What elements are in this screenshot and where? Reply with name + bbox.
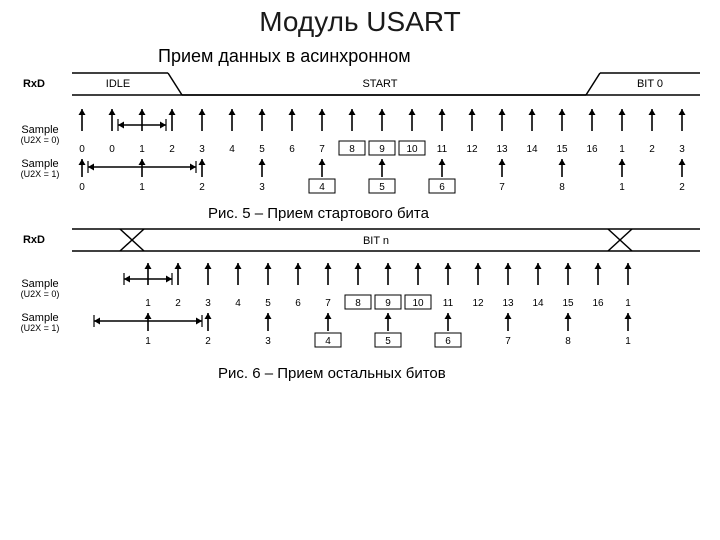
svg-text:3: 3 bbox=[199, 144, 205, 155]
svg-text:12: 12 bbox=[472, 298, 484, 309]
svg-text:1: 1 bbox=[139, 182, 145, 193]
svg-text:(U2X = 0): (U2X = 0) bbox=[21, 289, 60, 299]
svg-text:6: 6 bbox=[295, 298, 301, 309]
svg-text:6: 6 bbox=[445, 336, 451, 347]
svg-text:1: 1 bbox=[625, 336, 631, 347]
svg-text:6: 6 bbox=[289, 144, 295, 155]
svg-text:5: 5 bbox=[379, 182, 385, 193]
svg-text:2: 2 bbox=[169, 144, 175, 155]
figure-2: BIT nRxDSample(U2X = 0)Sample(U2X = 1)12… bbox=[0, 225, 720, 355]
svg-text:RxD: RxD bbox=[23, 234, 45, 246]
svg-text:1: 1 bbox=[145, 336, 151, 347]
svg-text:4: 4 bbox=[235, 298, 241, 309]
caption-2: Рис. 6 – Прием остальных битов bbox=[0, 355, 478, 383]
svg-text:13: 13 bbox=[496, 144, 508, 155]
svg-text:2: 2 bbox=[175, 298, 181, 309]
svg-text:8: 8 bbox=[559, 182, 565, 193]
svg-text:0: 0 bbox=[79, 182, 85, 193]
svg-text:15: 15 bbox=[562, 298, 574, 309]
svg-text:10: 10 bbox=[406, 144, 418, 155]
svg-text:14: 14 bbox=[526, 144, 538, 155]
svg-text:7: 7 bbox=[499, 182, 505, 193]
svg-text:BIT 0: BIT 0 bbox=[637, 78, 663, 90]
svg-text:2: 2 bbox=[199, 182, 205, 193]
svg-text:5: 5 bbox=[265, 298, 271, 309]
svg-text:2: 2 bbox=[649, 144, 655, 155]
svg-text:3: 3 bbox=[265, 336, 271, 347]
svg-text:(U2X = 1): (U2X = 1) bbox=[21, 323, 60, 333]
svg-text:7: 7 bbox=[505, 336, 511, 347]
svg-text:12: 12 bbox=[466, 144, 478, 155]
svg-text:9: 9 bbox=[379, 144, 385, 155]
svg-text:3: 3 bbox=[205, 298, 211, 309]
svg-text:11: 11 bbox=[437, 144, 448, 155]
svg-text:15: 15 bbox=[556, 144, 568, 155]
svg-text:1: 1 bbox=[619, 144, 625, 155]
svg-text:5: 5 bbox=[259, 144, 265, 155]
svg-text:2: 2 bbox=[205, 336, 211, 347]
svg-text:9: 9 bbox=[385, 298, 391, 309]
svg-text:8: 8 bbox=[355, 298, 361, 309]
page-subtitle: Прием данных в асинхронном bbox=[0, 38, 720, 71]
figure-1: IDLESTARTBIT 0RxDSample(U2X = 0)Sample(U… bbox=[0, 71, 720, 201]
svg-text:(U2X = 1): (U2X = 1) bbox=[21, 169, 60, 179]
svg-text:2: 2 bbox=[679, 182, 685, 193]
svg-text:(U2X = 0): (U2X = 0) bbox=[21, 135, 60, 145]
svg-text:6: 6 bbox=[439, 182, 445, 193]
svg-text:3: 3 bbox=[259, 182, 265, 193]
svg-text:BIT n: BIT n bbox=[363, 235, 389, 247]
svg-text:IDLE: IDLE bbox=[106, 78, 130, 90]
svg-text:0: 0 bbox=[109, 144, 115, 155]
svg-text:7: 7 bbox=[319, 144, 325, 155]
svg-text:START: START bbox=[362, 78, 397, 90]
svg-text:1: 1 bbox=[145, 298, 151, 309]
svg-text:7: 7 bbox=[325, 298, 331, 309]
svg-text:0: 0 bbox=[79, 144, 85, 155]
svg-text:8: 8 bbox=[565, 336, 571, 347]
svg-text:1: 1 bbox=[625, 298, 631, 309]
svg-text:8: 8 bbox=[349, 144, 355, 155]
svg-text:1: 1 bbox=[619, 182, 625, 193]
svg-text:4: 4 bbox=[325, 336, 331, 347]
svg-text:13: 13 bbox=[502, 298, 514, 309]
caption-1: Рис. 5 – Прием стартового бита bbox=[0, 201, 468, 225]
svg-text:16: 16 bbox=[586, 144, 598, 155]
page-title: Модуль USART bbox=[0, 0, 720, 38]
svg-text:10: 10 bbox=[412, 298, 424, 309]
svg-text:11: 11 bbox=[443, 298, 454, 309]
svg-text:14: 14 bbox=[532, 298, 544, 309]
svg-text:RxD: RxD bbox=[23, 78, 45, 90]
svg-text:1: 1 bbox=[139, 144, 145, 155]
svg-text:16: 16 bbox=[592, 298, 604, 309]
svg-text:4: 4 bbox=[229, 144, 235, 155]
svg-text:3: 3 bbox=[679, 144, 685, 155]
svg-text:4: 4 bbox=[319, 182, 325, 193]
svg-text:5: 5 bbox=[385, 336, 391, 347]
